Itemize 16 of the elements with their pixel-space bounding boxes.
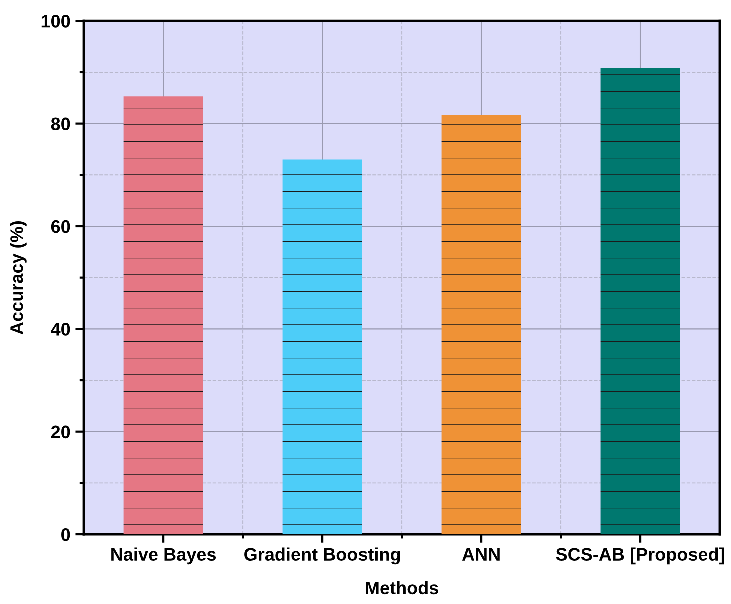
bar	[600, 68, 680, 535]
x-axis-title: Methods	[366, 581, 438, 595]
y-tick-label: 0	[62, 528, 70, 542]
bar	[282, 160, 362, 535]
y-tick-label: 60	[51, 220, 70, 234]
x-tick-label: ANN	[462, 548, 500, 561]
bar	[124, 96, 204, 535]
y-axis-title: Accuracy (%)	[10, 222, 27, 335]
bar	[442, 115, 522, 535]
y-tick-label: 40	[51, 323, 70, 336]
x-tick-label: SCS-AB [Proposed]	[556, 548, 724, 565]
y-tick-label: 100	[42, 15, 70, 28]
y-tick-label: 80	[51, 118, 70, 131]
x-tick-label: Naive Bayes	[112, 548, 216, 565]
x-tick-label: Gradient Boosting	[244, 548, 400, 565]
y-tick-label: 20	[51, 426, 70, 439]
